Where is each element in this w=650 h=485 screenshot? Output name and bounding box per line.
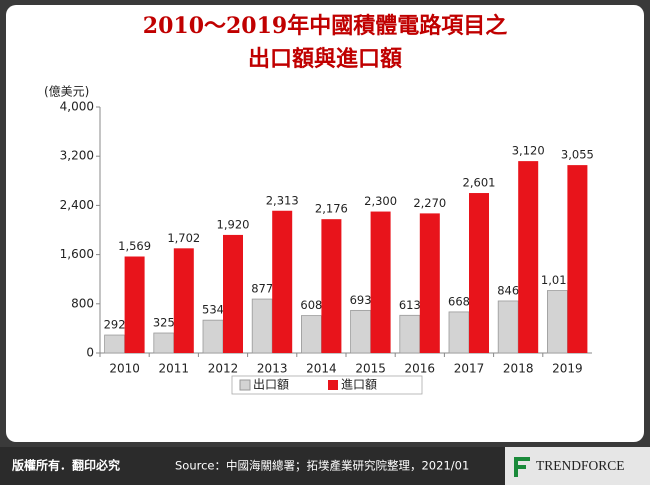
y-tick-label: 3,200 xyxy=(60,149,94,163)
y-tick-label: 0 xyxy=(86,346,94,360)
source: Source：中國海關總署；拓墣產業研究院整理，2021/01 xyxy=(175,459,469,473)
value-label: 3,055 xyxy=(561,148,594,162)
x-tick-label: 2019 xyxy=(552,362,583,376)
bar xyxy=(547,290,568,354)
bar xyxy=(104,334,125,354)
value-label: 613 xyxy=(399,298,421,312)
legend-swatch xyxy=(239,379,251,391)
value-label: 877 xyxy=(251,282,273,296)
bar xyxy=(350,309,372,354)
x-tick-label: 2016 xyxy=(405,362,436,376)
value-label: 1,920 xyxy=(217,217,250,231)
legend-box xyxy=(231,375,423,395)
bar xyxy=(300,315,322,354)
value-label: 3,120 xyxy=(512,144,545,158)
y-axis-label: (億美元) xyxy=(44,85,89,99)
y-tick-label: 4,000 xyxy=(60,100,94,114)
bar xyxy=(272,210,293,353)
y-tick-label: 800 xyxy=(71,296,94,310)
bar xyxy=(497,300,519,354)
footer: 版權所有．翻印必究 Source：中國海關總署；拓墣產業研究院整理，2021/0… xyxy=(0,447,650,485)
logo-bg xyxy=(505,447,650,485)
bar xyxy=(223,234,243,353)
y-tick-label: 2,400 xyxy=(60,198,94,212)
value-label: 668 xyxy=(448,294,470,308)
chart-subtitle: 出口額與進口額 xyxy=(248,46,402,72)
x-tick-label: 2010 xyxy=(109,362,140,376)
x-tick-label: 2014 xyxy=(306,362,337,376)
bar xyxy=(448,311,470,354)
value-label: 608 xyxy=(300,298,322,312)
legend-label: 出口額 xyxy=(253,378,289,392)
legend-label: 進口額 xyxy=(341,378,377,392)
bar xyxy=(567,165,588,353)
value-label: 1,702 xyxy=(167,231,200,245)
bar xyxy=(419,213,440,353)
x-tick-label: 2015 xyxy=(355,362,386,376)
value-label: 2,300 xyxy=(364,194,397,208)
value-label: 1,015 xyxy=(541,273,574,287)
chart-title: 2010～2019年中國積體電路項目之 xyxy=(143,13,507,39)
bar xyxy=(469,193,489,353)
x-tick-label: 2011 xyxy=(159,362,190,376)
bar xyxy=(173,248,194,353)
x-tick-label: 2018 xyxy=(503,362,534,376)
bar xyxy=(321,219,342,353)
value-label: 693 xyxy=(350,293,372,307)
logo: TRENDFORCE xyxy=(536,458,625,473)
value-label: 534 xyxy=(202,303,224,317)
value-label: 2,176 xyxy=(315,202,348,216)
value-label: 2,270 xyxy=(413,196,446,210)
chart: 2010～2019年中國積體電路項目之 出口額與進口額 (億美元) 0 800 1,… xyxy=(44,13,594,395)
logo-icon xyxy=(514,457,530,477)
x-tick-label: 2012 xyxy=(208,362,239,376)
bar xyxy=(518,161,539,353)
value-label: 292 xyxy=(104,318,126,332)
bar xyxy=(251,298,273,354)
bar xyxy=(370,211,391,353)
x-tick-label: 2013 xyxy=(257,362,288,376)
value-label: 1,569 xyxy=(118,239,151,253)
y-tick-label: 1,600 xyxy=(60,247,94,261)
value-label: 2,313 xyxy=(266,193,299,207)
bar xyxy=(399,314,421,354)
legend-swatch xyxy=(328,380,338,390)
x-tick-label: 2017 xyxy=(454,362,485,376)
bar xyxy=(124,256,145,353)
value-label: 846 xyxy=(497,283,519,297)
value-label: 2,601 xyxy=(463,176,496,190)
bar xyxy=(153,332,175,354)
bar xyxy=(202,319,224,354)
copyright: 版權所有．翻印必究 xyxy=(12,458,120,473)
value-label: 325 xyxy=(153,316,175,330)
